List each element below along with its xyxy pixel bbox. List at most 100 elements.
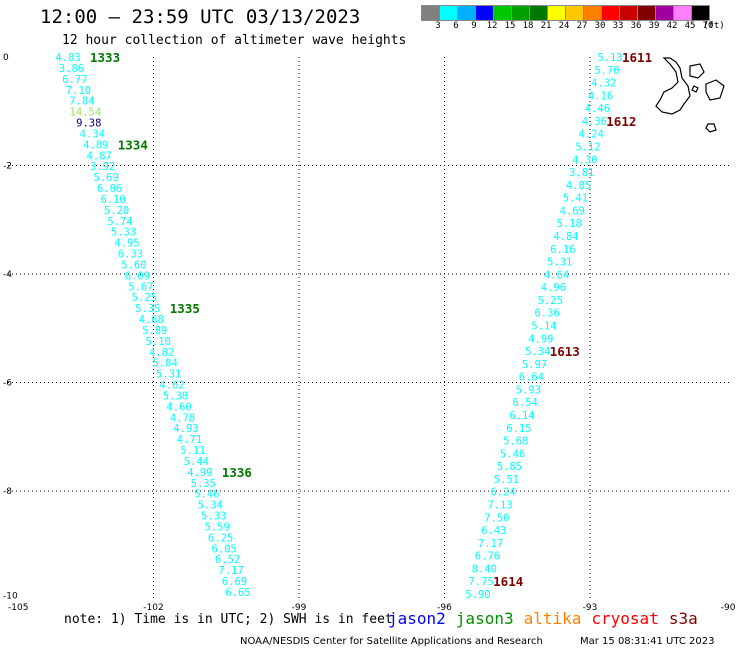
wave-height-value: 5.34 <box>525 346 550 358</box>
wave-height-value: 4.95 <box>114 238 139 250</box>
wave-height-value: 3.86 <box>59 63 84 75</box>
pass-label: 1612 <box>606 114 636 129</box>
wave-height-value: 5.33 <box>111 227 136 239</box>
wave-height-value: 6.06 <box>97 183 122 195</box>
wave-height-value: 4.60 <box>166 401 191 413</box>
wave-height-value: 4.46 <box>585 103 610 115</box>
legend-label: 6 <box>453 21 459 31</box>
pass-label: 1611 <box>622 50 652 65</box>
x-tick-label: -96 <box>437 603 452 613</box>
wave-height-value: 5.10 <box>146 336 171 348</box>
wave-height-value: 4.89 <box>83 139 108 151</box>
wave-height-value: 4.32 <box>591 78 616 90</box>
pass-label: 1614 <box>493 574 523 589</box>
wave-height-value: 5.13 <box>597 52 622 64</box>
wave-height-value: 6.16 <box>550 244 575 256</box>
wave-height-value: 5.60 <box>121 259 146 271</box>
legend-label: 39 <box>648 21 660 31</box>
wave-height-value: 4.34 <box>80 128 105 140</box>
legend-label: 24 <box>558 21 570 31</box>
legend-unit: (ft) <box>703 21 725 31</box>
wave-height-value: 4.16 <box>588 90 613 102</box>
wave-height-value: 5.69 <box>94 172 119 184</box>
island-outline <box>655 57 691 115</box>
wave-height-value: 7.13 <box>487 500 512 512</box>
legend-label: 36 <box>630 21 642 31</box>
island-outline <box>689 63 705 79</box>
wave-height-value: 4.36 <box>582 116 607 128</box>
wave-height-value: 5.85 <box>497 461 522 473</box>
wave-height-value: 5.89 <box>142 325 167 337</box>
wave-height-value: 5.68 <box>503 436 528 448</box>
legend-label: 9 <box>471 21 477 31</box>
wave-height-value: 3.92 <box>90 161 115 173</box>
wave-height-value: 6.24 <box>490 487 515 499</box>
wave-height-value: 5.41 <box>563 193 588 205</box>
map-grid: -105 -102 -99 -96 -93 -90 0 -2 -4 -6 -8 -10 <box>3 53 736 613</box>
footer-credit: NOAA/NESDIS Center for Satellite Applica… <box>240 636 543 647</box>
units-note: note: 1) Time is in UTC; 2) SWH is in fe… <box>64 612 393 627</box>
wave-height-value: 5.59 <box>205 521 230 533</box>
wave-height-value: 4.68 <box>139 314 164 326</box>
legend-label: 15 <box>504 21 516 31</box>
wave-height-value: 5.74 <box>107 216 132 228</box>
wave-height-value: 6.36 <box>534 308 559 320</box>
map-title: 12:00 – 23:59 UTC 03/13/2023 <box>40 6 361 28</box>
wave-height-value: 5.38 <box>163 390 188 402</box>
satellite-legend: jason2 jason3 altika cryosat s3a <box>388 609 708 629</box>
wave-height-value: 6.14 <box>509 410 534 422</box>
y-tick-label: -4 <box>3 270 12 280</box>
satellite-name: cryosat <box>591 609 659 628</box>
wave-height-value: 4.24 <box>578 129 603 141</box>
legend-label: 42 <box>666 21 678 31</box>
wave-height-value: 5.84 <box>152 358 177 370</box>
wave-height-value: 7.50 <box>484 512 509 524</box>
wave-height-value: 5.25 <box>538 295 563 307</box>
pass-label: 1333 <box>90 50 120 65</box>
wave-height-value: 4.93 <box>173 423 198 435</box>
footer-timestamp: Mar 15 08:31:41 UTC 2023 <box>580 636 715 647</box>
wave-height-value: 5.97 <box>522 359 547 371</box>
satellite-name: jason2 <box>388 609 446 628</box>
wave-height-value: 5.93 <box>516 384 541 396</box>
wave-height-value: 6.15 <box>506 423 531 435</box>
wave-height-value: 5.12 <box>575 142 600 154</box>
wave-height-value: 4.64 <box>544 269 569 281</box>
galapagos-islands <box>655 57 725 133</box>
satellite-name: altika <box>523 609 582 628</box>
satellite-name: jason3 <box>455 609 514 628</box>
wave-height-value: 6.76 <box>475 551 500 563</box>
wave-height-value: 4.82 <box>149 347 174 359</box>
wave-height-value: 5.34 <box>198 500 223 512</box>
wave-height-value: 4.83 <box>55 52 80 64</box>
wave-height-value: 6.09 <box>125 270 150 282</box>
wave-height-value: 6.33 <box>118 249 143 261</box>
legend-label: 70 <box>702 21 714 31</box>
legend-label: 21 <box>540 21 552 31</box>
track-cryosat: 5.135.704.324.164.464.364.245.124.303.81… <box>465 50 652 601</box>
x-tick-label: -93 <box>583 603 598 613</box>
wave-height-value: 14.54 <box>70 107 102 119</box>
wave-height-value: 6.64 <box>519 372 544 384</box>
wave-height-value: 7.17 <box>478 538 503 550</box>
legend-label: 45 <box>684 21 696 31</box>
x-tick-label: -99 <box>292 603 307 613</box>
legend-label: 18 <box>522 21 534 31</box>
wave-height-value: 5.31 <box>547 257 572 269</box>
wave-height-value: 5.25 <box>132 292 157 304</box>
wave-height-value: 6.77 <box>62 74 87 86</box>
wave-height-value: 4.62 <box>159 380 184 392</box>
map-subtitle: 12 hour collection of altimeter wave hei… <box>62 33 407 48</box>
wave-height-value: 5.46 <box>500 448 525 460</box>
wave-height-value: 5.20 <box>104 205 129 217</box>
pass-label: 1613 <box>550 344 580 359</box>
wave-height-value: 5.35 <box>135 303 160 315</box>
wave-height-value: 5.35 <box>191 478 216 490</box>
color-scale-legend <box>421 5 710 21</box>
wave-height-value: 5.31 <box>156 369 181 381</box>
wave-height-value: 7.75 <box>468 576 493 588</box>
wave-height-value: 5.67 <box>128 281 153 293</box>
wave-height-value: 5.33 <box>201 511 226 523</box>
legend-label: 3 <box>435 21 441 31</box>
